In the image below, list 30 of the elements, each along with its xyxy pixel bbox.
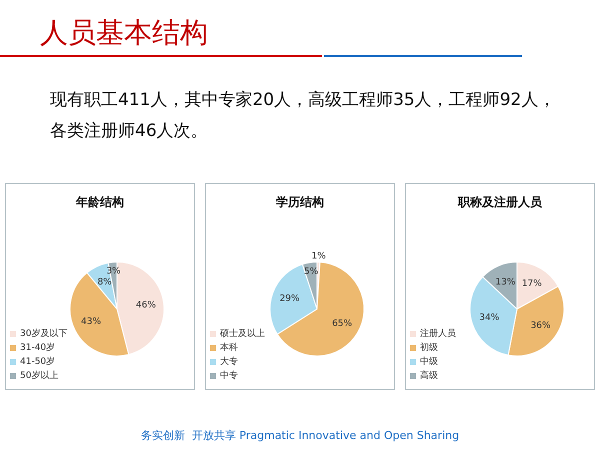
data-label: 13%: [495, 277, 516, 288]
data-label: 8%: [97, 278, 112, 288]
legend-label: 高级: [420, 370, 438, 383]
legend-label: 中级: [420, 356, 438, 369]
legend-label: 30岁及以下: [20, 328, 68, 341]
legend-label: 41-50岁: [20, 356, 56, 369]
chart-title: 年龄结构: [74, 194, 125, 211]
legend-label: 注册人员: [420, 328, 456, 341]
legend-label: 初级: [420, 342, 438, 355]
legend-label: 31-40岁: [20, 342, 56, 355]
chart-title: 职称及注册人员: [456, 194, 543, 211]
data-label: 65%: [332, 318, 353, 329]
data-label: 29%: [280, 294, 300, 304]
legend-label: 大专: [220, 356, 238, 369]
data-label: 43%: [81, 317, 102, 328]
text: 务实创新 开放共享 Pragmatic Innovative and Open Sharing: [140, 428, 460, 443]
data-label: 3%: [106, 266, 122, 277]
legend-label: 50岁以上: [20, 370, 58, 383]
legend-label: 中专: [220, 370, 238, 383]
legend-label: 本科: [220, 342, 238, 355]
text: 人员基本结构: [40, 15, 208, 51]
text: 现有职工411人，其中专家20人，高级工程师35人，工程师92人，: [50, 89, 556, 112]
data-label: 36%: [530, 321, 552, 332]
data-label: 1%: [312, 251, 326, 262]
data-label: 34%: [479, 313, 500, 324]
chart-title: 学历结构: [275, 194, 325, 211]
data-label: 46%: [136, 300, 156, 310]
legend-label: 硕士及以上: [220, 328, 265, 341]
text: 各类注册师46人次。: [50, 120, 209, 143]
data-label: 17%: [522, 278, 542, 289]
